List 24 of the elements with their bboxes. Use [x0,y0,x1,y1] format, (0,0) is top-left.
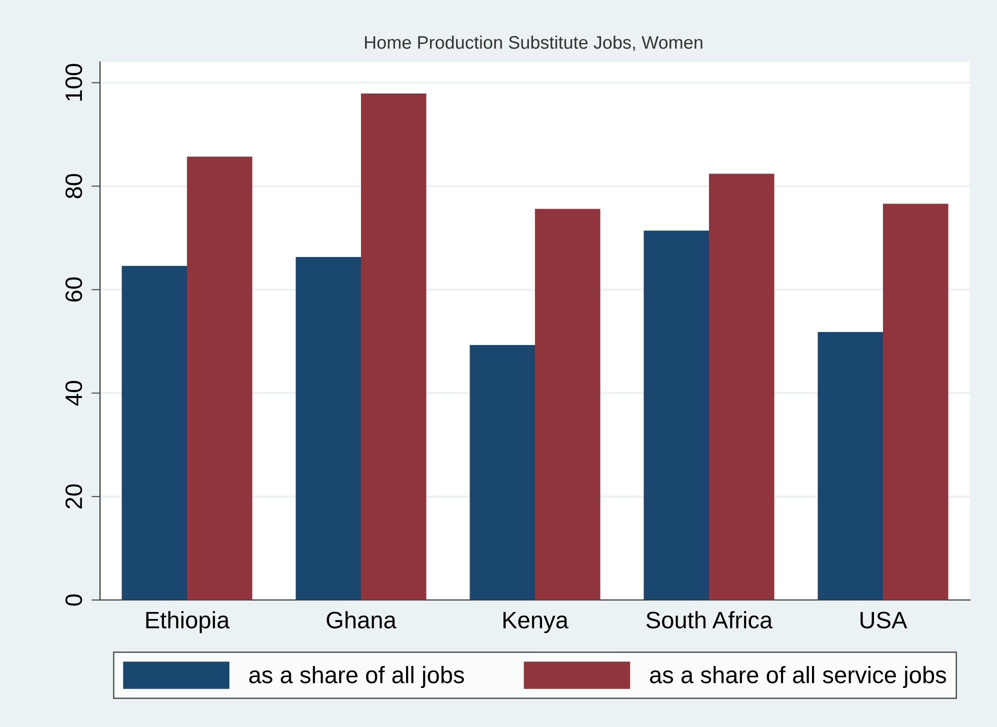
bar [644,230,709,600]
y-tick-label: 60 [65,277,82,302]
bar [709,174,774,600]
y-tick-label: 0 [65,594,82,606]
bar [535,208,600,600]
bar [883,204,948,600]
bar [187,156,252,600]
legend-label: as a share of all jobs [249,666,464,688]
chart-title: Home Production Substitute Jobs, Women [365,36,702,51]
y-tick-label: 100 [65,64,82,101]
y-tick-label: 80 [65,174,82,198]
bar [122,266,187,600]
legend-label: as a share of all service jobs [650,666,946,688]
x-tick-label: Ghana [326,611,396,628]
x-tick-label: Kenya [503,612,568,634]
x-tick-label: South Africa [646,611,773,628]
x-tick-label: USA [860,612,908,628]
bar [361,94,426,600]
x-tick-label: Ethiopia [146,611,230,634]
bar [470,344,535,600]
bar [818,332,883,600]
bar [296,257,361,600]
y-tick-label: 40 [65,380,82,406]
y-tick-label: 20 [65,484,82,508]
